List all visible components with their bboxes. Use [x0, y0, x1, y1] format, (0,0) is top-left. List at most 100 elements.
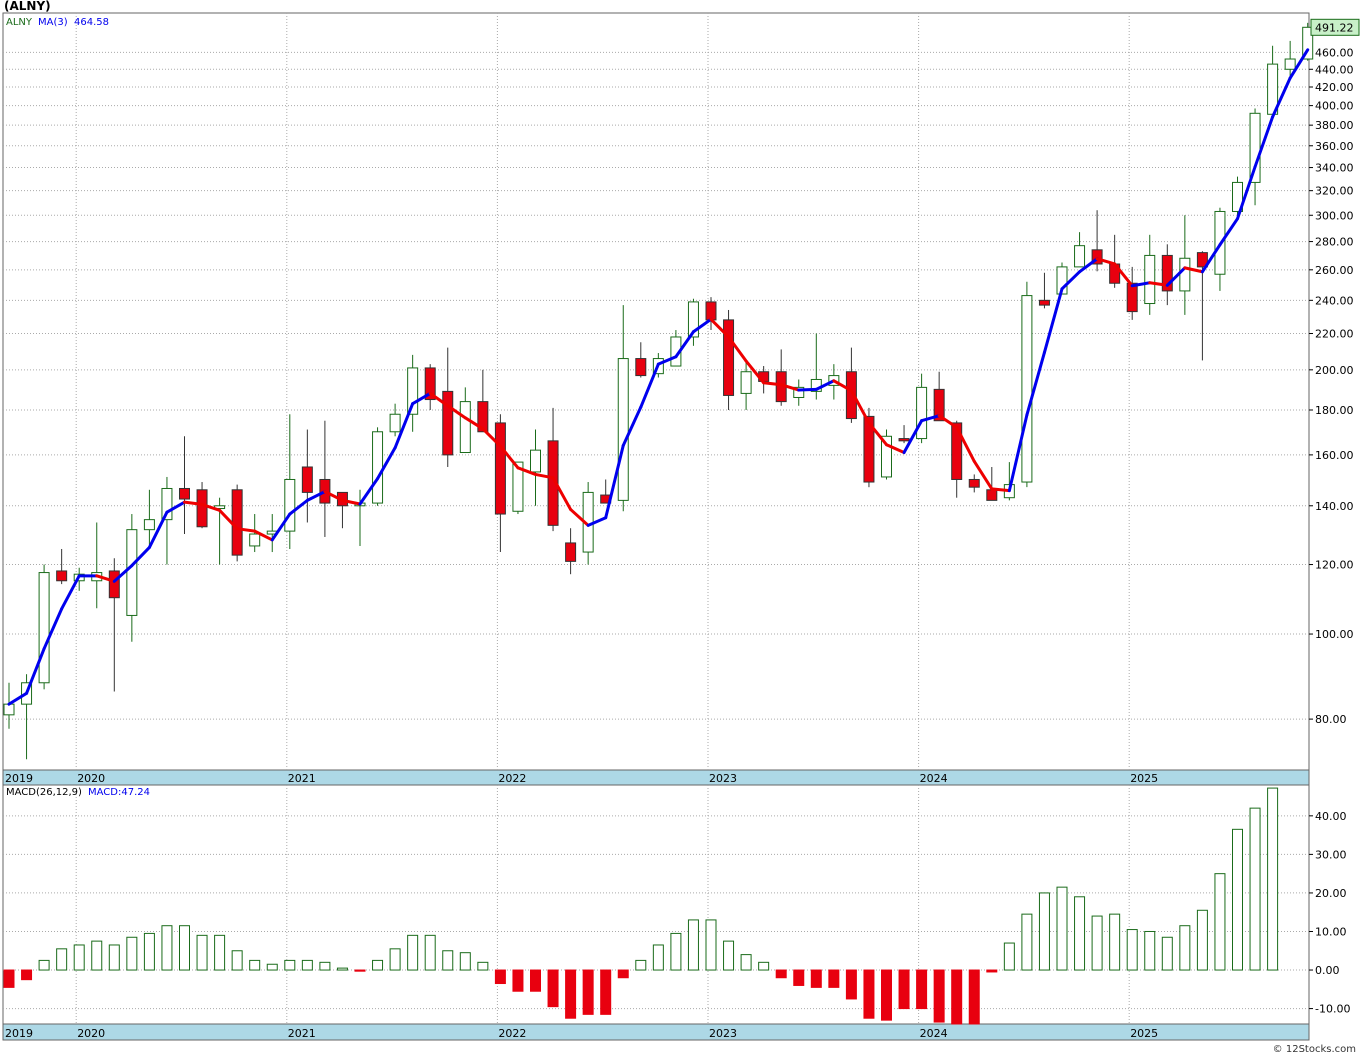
macd-bar	[863, 969, 875, 1019]
candle	[1232, 176, 1243, 216]
ma-segment	[498, 444, 520, 470]
price-legend-symbol: ALNY	[6, 17, 33, 28]
candle-body	[3, 703, 15, 716]
ma-segment	[1113, 262, 1134, 288]
macd-bar	[845, 969, 857, 1000]
ma-segment	[1025, 350, 1046, 417]
candle-body	[916, 386, 928, 440]
candle	[126, 514, 138, 642]
ma-segment	[551, 476, 573, 511]
ma-segment	[42, 607, 64, 651]
ma-segment	[411, 391, 432, 406]
macd-tick-label: 20.00	[1315, 887, 1347, 900]
candle	[161, 476, 173, 565]
macd-bar	[56, 948, 68, 971]
ma-segment	[656, 355, 678, 366]
macd-bar	[828, 969, 840, 988]
price-tick-label: 280.00	[1315, 236, 1354, 249]
ma-segment	[516, 466, 537, 476]
macd-bar	[266, 963, 278, 971]
ma-segment	[130, 545, 151, 568]
price-tick-label: 420.00	[1315, 81, 1354, 94]
macd-bar	[775, 969, 787, 979]
ma-segment	[1095, 257, 1117, 266]
ma-segment	[639, 362, 660, 409]
macd-bar	[1091, 915, 1103, 971]
candle-body	[56, 570, 68, 582]
ma-segment	[937, 414, 959, 429]
macd-bar	[635, 959, 647, 971]
candle	[1302, 22, 1314, 61]
candle-body	[1179, 257, 1191, 292]
price-tick-label: 220.00	[1315, 327, 1354, 340]
candle-body	[1074, 245, 1086, 268]
candle-body	[530, 449, 541, 473]
candle	[143, 489, 155, 549]
candle-body	[968, 478, 980, 488]
ma-segment	[218, 508, 239, 531]
ma-segment	[1288, 48, 1310, 80]
macd-bar	[196, 934, 208, 971]
macd-bar	[3, 969, 15, 988]
ma-segment	[1218, 217, 1239, 247]
macd-bar	[1214, 873, 1226, 971]
macd-tick-label: 40.00	[1315, 810, 1347, 823]
candle-body	[126, 529, 138, 616]
candle	[38, 564, 50, 690]
candle-body	[1161, 254, 1173, 292]
macd-bar	[459, 952, 471, 971]
candle-body	[1126, 282, 1138, 313]
candle-body	[231, 489, 243, 556]
x-tick-label: 2024	[920, 1027, 948, 1040]
candle-body	[512, 461, 524, 512]
ma-segment	[972, 459, 994, 491]
price-tick-label: 120.00	[1315, 559, 1354, 572]
macd-bar	[968, 969, 980, 1025]
macd-bar	[916, 969, 928, 1010]
candle-body	[1284, 58, 1296, 70]
ma-segment	[832, 379, 853, 393]
macd-bar	[1126, 929, 1138, 971]
candle-body	[424, 367, 436, 401]
macd-tick-label: -10.00	[1315, 1003, 1350, 1016]
macd-bar	[530, 969, 541, 992]
macd-bar	[1038, 892, 1050, 971]
candle-body	[565, 542, 577, 562]
ma-segment	[323, 490, 344, 502]
ma-segment	[305, 490, 327, 502]
price-tick-label: 300.00	[1315, 209, 1354, 222]
candle	[459, 387, 471, 454]
price-tick-label: 340.00	[1315, 162, 1354, 175]
candle-body	[547, 440, 559, 526]
ma-segment	[1271, 76, 1292, 119]
price-tick-label: 160.00	[1315, 449, 1354, 462]
macd-bar	[407, 934, 419, 971]
macd-bar	[740, 954, 752, 971]
x-tick-label: 2025	[1130, 1027, 1158, 1040]
candle-body	[161, 487, 173, 521]
macd-bar	[652, 944, 664, 971]
ma-segment	[586, 516, 608, 527]
x-tick-label: 2023	[709, 772, 737, 785]
ma-segment	[1130, 281, 1152, 288]
macd-bar	[1267, 787, 1279, 971]
candle	[881, 429, 892, 480]
candle	[565, 528, 577, 575]
price-tick-label: 360.00	[1315, 140, 1354, 153]
candle	[1126, 266, 1138, 320]
candle-body	[898, 438, 910, 442]
macd-bar	[600, 969, 612, 1015]
ma-segment	[1183, 266, 1204, 274]
x-tick-label: 2019	[5, 772, 33, 785]
price-tick-label: 180.00	[1315, 404, 1354, 417]
price-tick-label: 200.00	[1315, 364, 1354, 377]
ma-segment	[95, 574, 116, 583]
macd-legend-value: MACD:47.24	[88, 787, 150, 798]
price-tick-label: 240.00	[1315, 294, 1354, 307]
macd-bar	[494, 969, 506, 985]
macd-bar	[424, 934, 436, 971]
price-tick-label: 320.00	[1315, 185, 1354, 198]
macd-bar	[73, 944, 85, 971]
x-tick-label: 2021	[288, 1027, 316, 1040]
